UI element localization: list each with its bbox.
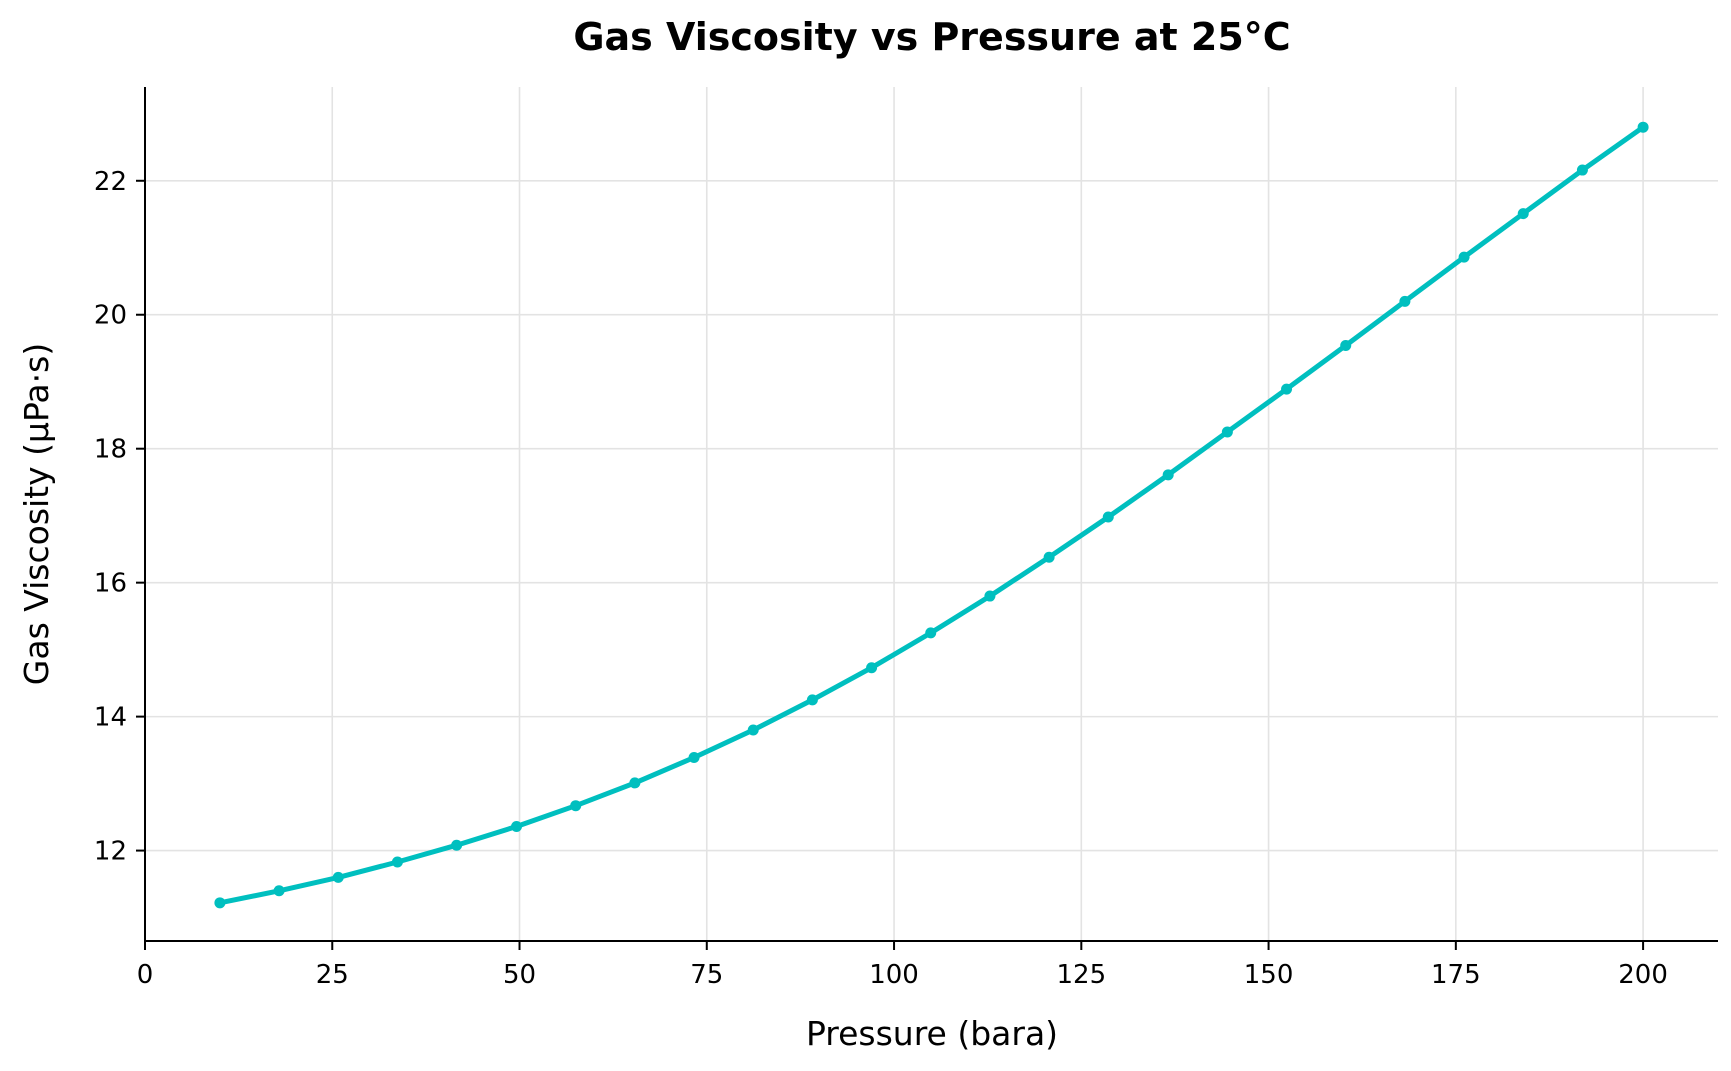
x-tick-label: 175: [1431, 960, 1481, 990]
x-tick-label: 50: [503, 960, 536, 990]
x-tick-label: 75: [690, 960, 723, 990]
data-point: [925, 627, 937, 639]
data-point: [1340, 340, 1352, 352]
x-tick-label: 100: [869, 960, 919, 990]
data-point: [747, 724, 759, 736]
x-tick-label: 150: [1244, 960, 1294, 990]
data-point: [984, 590, 996, 602]
data-point: [391, 856, 403, 868]
y-axis-label: Gas Viscosity (μPa·s): [17, 343, 56, 685]
data-point: [1221, 426, 1233, 438]
chart-title: Gas Viscosity vs Pressure at 25°C: [573, 15, 1290, 59]
x-tick-label: 0: [137, 960, 154, 990]
y-tick-label: 14: [94, 703, 127, 733]
grid: [144, 87, 1718, 941]
data-point: [273, 885, 285, 897]
data-point: [1281, 383, 1293, 395]
data-point: [806, 694, 818, 706]
data-point: [1399, 295, 1411, 307]
x-tick-label: 125: [1056, 960, 1106, 990]
data-point: [1043, 551, 1055, 563]
data-point: [511, 820, 523, 832]
x-tick-label: 200: [1618, 960, 1668, 990]
data-point: [1517, 208, 1529, 220]
axis-ticks: 0 25 50 75 100 125 150 175 200 12 14 16 18 20 22: [94, 167, 1668, 990]
series-layer: [214, 121, 1649, 909]
data-point: [214, 897, 226, 909]
x-tick-label: 25: [316, 960, 349, 990]
y-tick-label: 12: [94, 837, 127, 867]
data-point: [1458, 251, 1470, 263]
series-line: [217, 124, 1646, 906]
y-tick-label: 22: [94, 167, 127, 197]
data-point: [451, 839, 463, 851]
y-tick-label: 18: [94, 435, 127, 465]
data-point: [1162, 469, 1174, 481]
data-point: [629, 777, 641, 789]
data-point: [866, 662, 878, 674]
data-point: [332, 871, 344, 883]
data-point: [570, 800, 582, 812]
x-axis-label: Pressure (bara): [806, 1014, 1058, 1053]
data-point: [1576, 164, 1588, 176]
y-tick-label: 20: [94, 301, 127, 331]
y-tick-label: 16: [94, 569, 127, 599]
data-point: [688, 751, 700, 763]
data-point: [1102, 511, 1114, 523]
data-point: [1637, 121, 1649, 133]
